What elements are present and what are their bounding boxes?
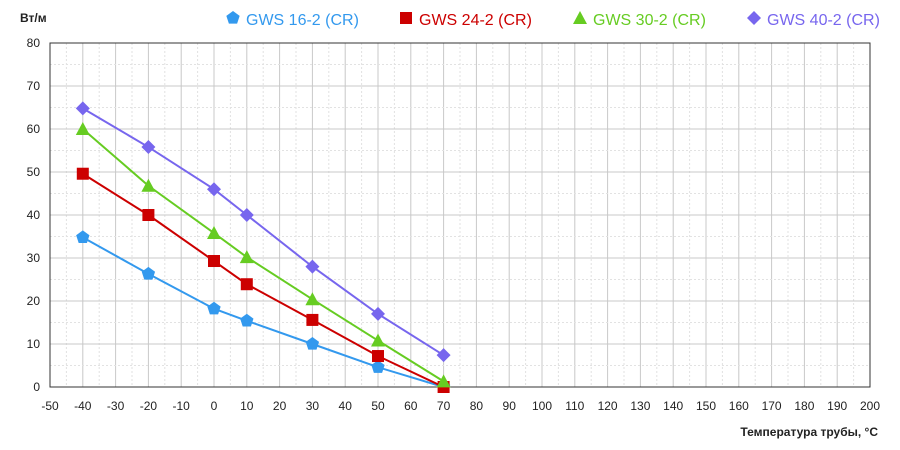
data-point-marker	[75, 122, 90, 135]
y-tick-label: 50	[27, 165, 41, 179]
x-tick-label: 0	[211, 399, 218, 413]
x-tick-label: -10	[173, 399, 191, 413]
data-point-marker	[76, 167, 89, 180]
series-3	[75, 122, 451, 388]
x-tick-label: 50	[371, 399, 385, 413]
data-point-marker	[240, 278, 253, 291]
x-tick-label: 140	[663, 399, 683, 413]
legend-item: GWS 16-2 (CR)	[226, 11, 359, 29]
x-tick-label: 20	[273, 399, 287, 413]
x-axis-ticks: -50 -40 -30 -20 -10 0 10 20 30 40 50 60 70 80 90 100 110…	[41, 399, 880, 413]
y-tick-label: 70	[27, 79, 41, 93]
legend-marker	[747, 11, 761, 25]
grid	[49, 42, 871, 388]
plot-frame	[49, 42, 871, 388]
data-point-marker	[240, 313, 254, 327]
data-point-marker	[207, 226, 221, 240]
x-tick-label: -40	[74, 399, 92, 413]
legend: GWS 16-2 (CR) GWS 24-2 (CR) GWS 30-2 (CR) G…	[226, 11, 880, 29]
legend-label: GWS 24-2 (CR)	[419, 12, 532, 29]
x-tick-label: 190	[827, 399, 847, 413]
data-point-marker	[142, 209, 155, 221]
x-tick-label: -50	[41, 399, 59, 413]
x-tick-label: 120	[598, 399, 618, 413]
y-tick-label: 60	[27, 122, 41, 136]
data-point-marker	[75, 101, 90, 116]
data-point-marker	[141, 178, 156, 192]
x-tick-label: 40	[339, 399, 353, 413]
x-tick-label: 170	[762, 399, 782, 413]
data-point-marker	[305, 292, 320, 306]
data-point-marker	[371, 360, 385, 373]
x-tick-label: 90	[503, 399, 517, 413]
x-tick-label: 80	[470, 399, 484, 413]
legend-item: GWS 40-2 (CR)	[747, 11, 880, 29]
data-point-marker	[371, 333, 385, 347]
data-point-marker	[141, 266, 156, 280]
data-point-marker	[372, 350, 384, 363]
data-point-marker	[371, 306, 385, 321]
x-tick-label: 30	[306, 399, 320, 413]
y-tick-label: 10	[27, 337, 41, 351]
data-point-marker	[208, 255, 220, 268]
data-point-marker	[239, 208, 254, 222]
y-tick-label: 30	[27, 251, 41, 265]
y-tick-label: 0	[33, 380, 40, 394]
legend-item: GWS 30-2 (CR)	[573, 11, 706, 29]
legend-marker	[400, 12, 412, 24]
x-tick-label: 100	[532, 399, 552, 413]
x-tick-label: 180	[794, 399, 814, 413]
data-point-marker	[305, 337, 320, 350]
x-tick-label: 60	[404, 399, 418, 413]
x-tick-label: 150	[696, 399, 716, 413]
x-tick-label: 110	[565, 399, 584, 413]
x-axis-title: Температура трубы, °С	[740, 425, 878, 439]
y-tick-label: 80	[27, 36, 41, 50]
data-point-marker	[76, 230, 90, 244]
y-tick-label: 20	[27, 294, 41, 308]
legend-label: GWS 30-2 (CR)	[593, 12, 706, 29]
x-tick-label: 10	[240, 399, 254, 413]
x-tick-label: 200	[860, 399, 880, 413]
x-tick-label: -30	[107, 399, 125, 413]
series-2	[76, 167, 450, 393]
data-point-marker	[436, 348, 451, 363]
x-tick-label: 70	[437, 399, 451, 413]
legend-label: GWS 40-2 (CR)	[767, 12, 880, 29]
series-layer	[75, 101, 451, 393]
y-tick-label: 40	[27, 208, 41, 222]
data-point-marker	[239, 250, 254, 264]
data-point-marker	[207, 182, 221, 197]
legend-marker	[226, 11, 240, 24]
x-tick-label: 130	[630, 399, 650, 413]
data-point-marker	[141, 140, 156, 155]
x-tick-label: -20	[140, 399, 158, 413]
data-point-marker	[436, 374, 451, 388]
data-point-marker	[306, 313, 319, 326]
legend-item: GWS 24-2 (CR)	[400, 12, 532, 29]
y-axis-ticks: 0 10 20 30 40 50 60 70 80	[27, 36, 41, 394]
data-point-marker	[305, 259, 320, 274]
series-4	[75, 101, 451, 363]
data-point-marker	[207, 301, 221, 315]
x-tick-label: 160	[729, 399, 749, 413]
legend-marker	[573, 11, 587, 24]
y-axis-title: Вт/м	[20, 11, 47, 25]
legend-label: GWS 16-2 (CR)	[246, 12, 359, 29]
